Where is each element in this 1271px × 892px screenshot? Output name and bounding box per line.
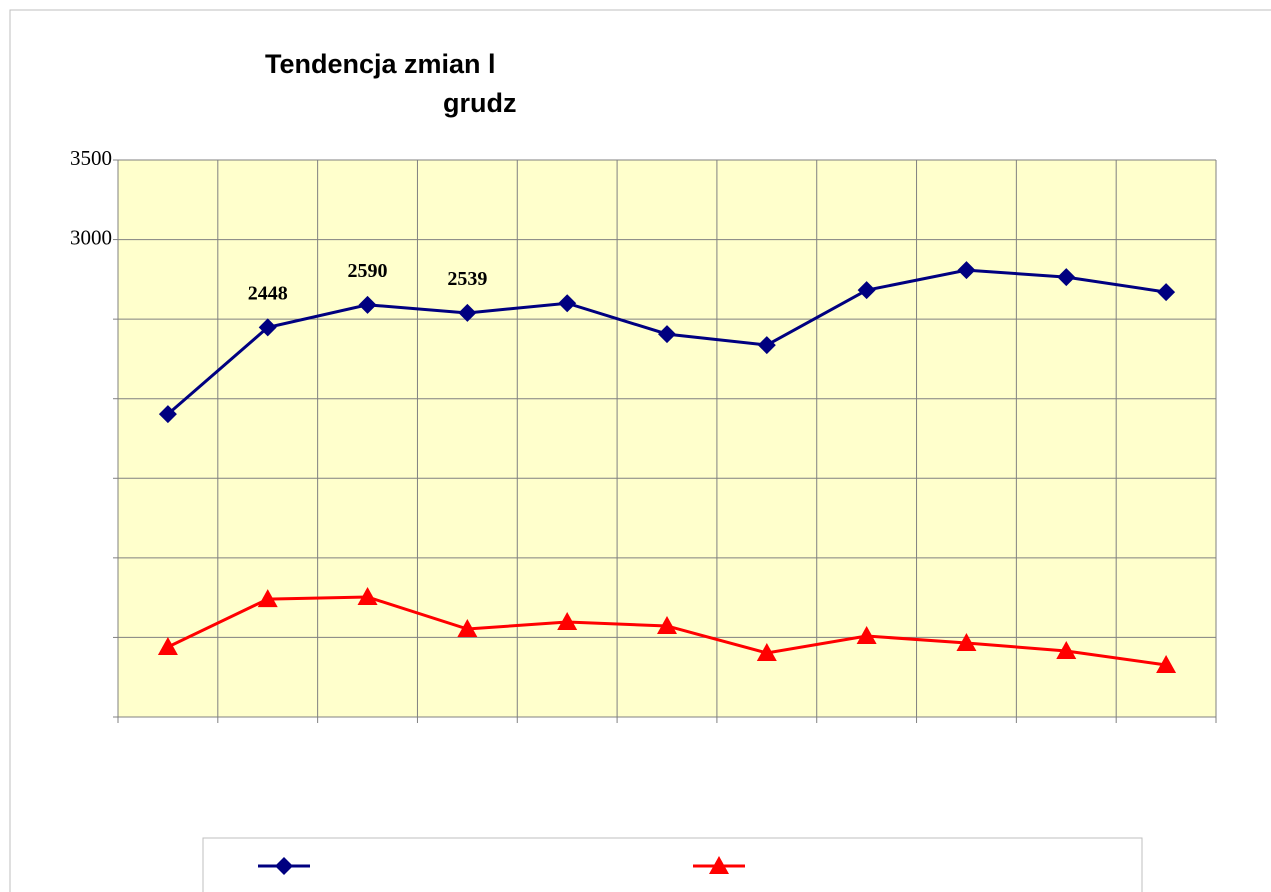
legend [202, 837, 1143, 892]
point [1057, 268, 1076, 287]
point [857, 281, 876, 300]
data-label: 2448 [248, 282, 288, 304]
point [257, 589, 278, 608]
data-label: 2590 [348, 260, 388, 282]
point [658, 325, 676, 344]
point [657, 615, 677, 634]
legend-marker [275, 857, 293, 875]
point [856, 625, 877, 644]
point [457, 618, 478, 637]
chart-title: Tendencja zmian l [265, 49, 496, 79]
point [557, 611, 578, 630]
point [1157, 283, 1176, 302]
point [358, 295, 377, 314]
data-label: 2539 [447, 268, 487, 290]
point [957, 261, 976, 280]
y-tick-label: 3000 [70, 225, 112, 249]
point [756, 643, 777, 662]
point [158, 405, 177, 424]
point [157, 636, 178, 655]
point [956, 632, 977, 651]
point [258, 318, 277, 337]
point [558, 294, 577, 313]
legend-marker [709, 856, 729, 874]
point [1156, 654, 1177, 673]
point [757, 336, 776, 355]
point [1056, 640, 1077, 659]
point [357, 587, 378, 606]
point [458, 303, 477, 322]
chart-title: grudz [443, 88, 517, 118]
y-tick-label: 3500 [70, 146, 112, 170]
